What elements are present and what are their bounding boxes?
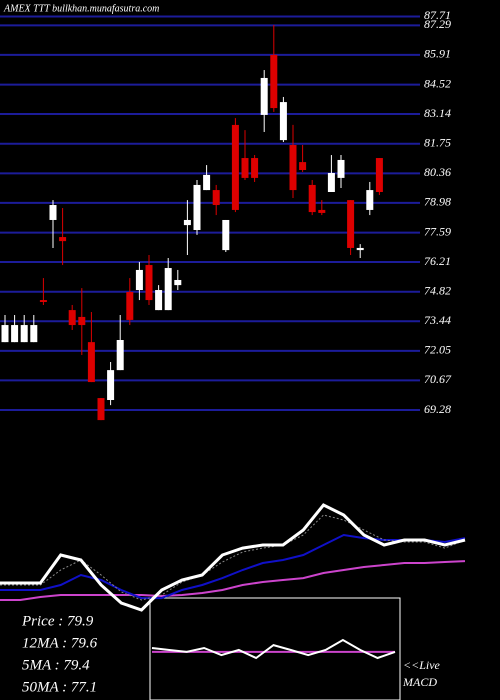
legend-text: Price : 79.9	[21, 613, 94, 629]
y-tick-label: 83.14	[424, 106, 451, 120]
candle-body	[39, 300, 47, 302]
macd-note: <<Live	[403, 658, 441, 672]
candle-body	[337, 159, 345, 178]
y-tick-label: 77.59	[424, 224, 451, 238]
candle-body	[231, 124, 239, 210]
candle-body	[299, 162, 307, 170]
candle-body	[203, 174, 211, 191]
candle-body	[11, 325, 19, 343]
candle-body	[164, 268, 172, 311]
y-tick-label: 87.29	[424, 17, 451, 31]
candle-body	[59, 237, 67, 242]
candle-body	[327, 172, 335, 192]
candle-body	[289, 145, 297, 191]
candle-body	[20, 325, 28, 343]
candle-body	[212, 190, 220, 206]
candle-body	[30, 325, 38, 343]
candle-body	[260, 77, 268, 115]
y-tick-label: 85.91	[424, 47, 451, 61]
candle-body	[193, 184, 201, 231]
chart-title: AMEX TTT bullkhan.munafasutra.com	[3, 3, 159, 14]
y-tick-label: 78.98	[424, 195, 451, 209]
legend-text: 5MA : 79.4	[22, 657, 90, 673]
y-tick-label: 87.71	[424, 8, 451, 22]
candle-body	[270, 54, 278, 109]
y-tick-label: 73.44	[424, 313, 451, 327]
candle-body	[356, 247, 364, 251]
y-tick-label: 81.75	[424, 135, 451, 149]
y-tick-label: 69.28	[424, 402, 451, 416]
legend-text: 50MA : 77.1	[22, 679, 97, 695]
candle-body	[241, 158, 249, 178]
candle-body	[183, 219, 191, 226]
candle-body	[366, 190, 374, 210]
ma-line	[0, 533, 466, 600]
candle-body	[145, 265, 153, 301]
y-tick-label: 76.21	[424, 254, 451, 268]
y-tick-label: 80.36	[424, 165, 451, 179]
candle-body	[155, 290, 163, 311]
y-tick-label: 72.05	[424, 343, 451, 357]
candle-body	[222, 219, 230, 251]
candle-body	[174, 279, 182, 286]
candle-body	[375, 158, 383, 192]
candle-body	[126, 291, 134, 320]
candle-body	[347, 200, 355, 248]
macd-title: MACD	[402, 675, 437, 689]
candle-body	[251, 158, 259, 178]
candle-body	[135, 269, 143, 291]
ma-line	[0, 503, 466, 612]
candle-body	[68, 310, 76, 326]
candle-body	[1, 325, 9, 343]
ma-line	[0, 514, 466, 601]
candle-body	[116, 340, 124, 371]
macd-box	[149, 597, 401, 700]
candle-body	[308, 184, 316, 213]
macd-line	[151, 638, 396, 660]
y-tick-label: 84.52	[424, 76, 451, 90]
candle-body	[279, 102, 287, 141]
candle-body	[49, 205, 57, 220]
candle-body	[107, 370, 115, 401]
candle-body	[318, 209, 326, 213]
y-tick-label: 74.82	[424, 283, 451, 297]
candle-body	[87, 342, 95, 383]
y-tick-label: 70.67	[424, 372, 452, 386]
ma-line	[0, 560, 466, 601]
candle-body	[97, 398, 105, 421]
legend-text: 12MA : 79.6	[22, 635, 98, 651]
candle-body	[78, 316, 86, 326]
